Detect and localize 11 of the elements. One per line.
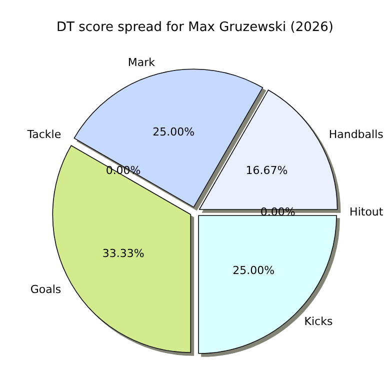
category-label: Hitout [350,206,384,218]
data-label: 25.00% [152,126,195,139]
chart-title: DT score spread for Max Gruzewski (2026) [56,20,334,35]
slice-label: Kicks [304,314,333,328]
data-label: 33.33% [102,246,144,260]
slice-label: Mark [128,56,156,70]
slice-label: Handballs [328,128,384,142]
data-label: 16.67% [246,164,288,178]
data-label: 25.00% [232,264,275,278]
slice-label: Goals [30,282,62,296]
category-label: Tackle [27,128,62,142]
